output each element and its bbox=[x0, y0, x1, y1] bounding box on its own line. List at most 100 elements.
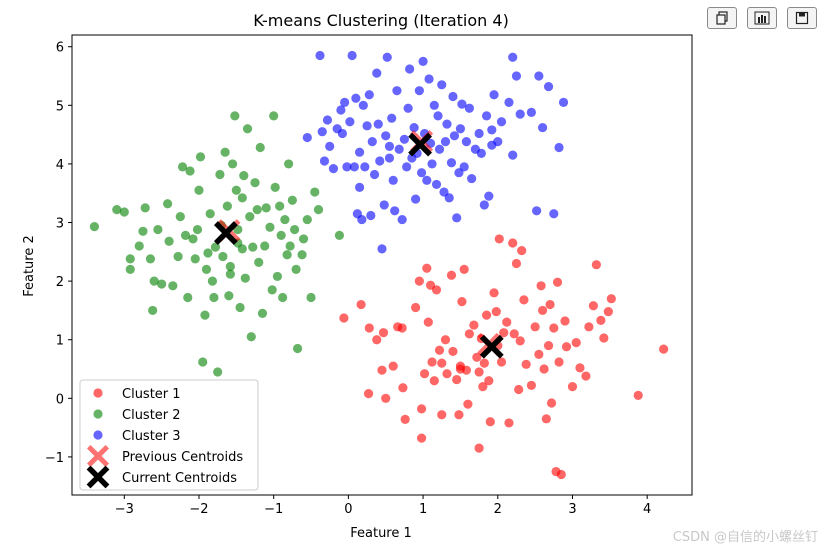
legend-label: Cluster 3 bbox=[122, 429, 181, 444]
cluster-3-point bbox=[360, 162, 370, 172]
cluster-2-point bbox=[163, 199, 173, 209]
cluster-3-point bbox=[373, 119, 383, 129]
cluster-3-point bbox=[390, 206, 400, 216]
cluster-3-point bbox=[479, 200, 489, 210]
cluster-3-point bbox=[459, 162, 469, 172]
cluster-3-point bbox=[366, 210, 376, 221]
cluster-2-point bbox=[180, 230, 191, 241]
cluster-3-point bbox=[414, 86, 424, 96]
cluster-1-point bbox=[567, 381, 578, 392]
cluster-3-point bbox=[342, 162, 352, 172]
cluster-3-point bbox=[476, 148, 486, 158]
cluster-3-point bbox=[336, 105, 346, 115]
cluster-1-point bbox=[469, 320, 479, 330]
cluster-1-point bbox=[474, 443, 484, 453]
cluster-2-point bbox=[334, 230, 345, 241]
y-tick-label: 3 bbox=[56, 217, 64, 232]
cluster-2-point bbox=[255, 142, 265, 153]
cluster-2-point bbox=[194, 185, 204, 195]
cluster-3-point bbox=[379, 200, 389, 210]
cluster-3-point bbox=[439, 187, 449, 197]
cluster-1-point bbox=[452, 374, 462, 385]
cluster-3-point bbox=[446, 158, 457, 168]
y-tick-label: 5 bbox=[56, 99, 64, 114]
cluster-1-point bbox=[561, 342, 572, 352]
cluster-1-point bbox=[356, 299, 366, 310]
cluster-2-point bbox=[298, 234, 309, 244]
cluster-2-point bbox=[242, 124, 253, 134]
cluster-1-point bbox=[526, 380, 536, 391]
cluster-3-point bbox=[405, 64, 415, 74]
y-tick-label: 4 bbox=[56, 158, 64, 173]
cluster-3-point bbox=[388, 175, 398, 185]
cluster-2-point bbox=[175, 212, 185, 222]
legend-label: Cluster 2 bbox=[122, 408, 181, 423]
cluster-1-point bbox=[591, 260, 601, 270]
cluster-2-point bbox=[269, 111, 279, 121]
cluster-1-point bbox=[530, 322, 540, 332]
cluster-2-point bbox=[215, 169, 225, 180]
cluster-1-point bbox=[437, 410, 447, 420]
cluster-3-point bbox=[433, 111, 443, 121]
cluster-1-point bbox=[446, 270, 457, 280]
cluster-3-point bbox=[526, 107, 536, 117]
cluster-3-point bbox=[467, 173, 477, 184]
cluster-3-point bbox=[508, 150, 518, 160]
cluster-3-point bbox=[387, 113, 397, 123]
cluster-2-point bbox=[292, 343, 303, 354]
cluster-2-point bbox=[302, 214, 312, 225]
y-tick-label: 2 bbox=[56, 275, 64, 290]
copy-button[interactable] bbox=[707, 7, 737, 29]
cluster-3-point bbox=[508, 52, 518, 62]
cluster-2-point bbox=[313, 205, 324, 215]
cluster-3-point bbox=[364, 90, 374, 100]
x-tick-label: −1 bbox=[264, 502, 283, 517]
cluster-2-point bbox=[177, 162, 188, 172]
cluster-2-point bbox=[240, 273, 250, 283]
cluster-1-point bbox=[440, 335, 451, 345]
cluster-3-point bbox=[464, 103, 474, 113]
cluster-3-point bbox=[372, 68, 382, 78]
cluster-3-point bbox=[402, 162, 412, 172]
cluster-3-point bbox=[422, 175, 432, 185]
cluster-3-point bbox=[399, 134, 410, 144]
cluster-3-point bbox=[416, 168, 427, 178]
cluster-3-point bbox=[347, 50, 357, 61]
cluster-1-point bbox=[560, 316, 570, 326]
cluster-3-point bbox=[549, 209, 559, 219]
cluster-3-point bbox=[474, 128, 484, 139]
cluster-1-point bbox=[363, 389, 374, 399]
x-tick-label: 2 bbox=[494, 502, 502, 517]
cluster-1-point bbox=[494, 234, 504, 244]
legend-label: Current Centroids bbox=[122, 471, 237, 486]
cluster-1-point bbox=[414, 276, 424, 286]
cluster-1-point bbox=[538, 305, 548, 316]
cluster-2-point bbox=[230, 111, 240, 121]
cluster-3-point bbox=[532, 206, 542, 216]
cluster-1-point bbox=[479, 358, 489, 368]
cluster-2-point bbox=[285, 241, 295, 251]
cluster-2-point bbox=[201, 264, 212, 274]
legend-label: Previous Centroids bbox=[122, 450, 243, 465]
cluster-3-point bbox=[431, 179, 442, 190]
save-button[interactable] bbox=[787, 7, 817, 29]
cluster-2-point bbox=[140, 203, 150, 213]
cluster-1-point bbox=[429, 376, 439, 386]
data-button[interactable] bbox=[747, 7, 777, 29]
cluster-1-point bbox=[464, 329, 474, 339]
cluster-2-point bbox=[278, 292, 288, 303]
cluster-1-point bbox=[455, 364, 466, 374]
cluster-3-point bbox=[440, 137, 451, 147]
cluster-1-point bbox=[364, 323, 374, 333]
cluster-1-point bbox=[539, 364, 549, 374]
cluster-2-point bbox=[284, 159, 294, 169]
cluster-1-point bbox=[556, 469, 566, 480]
cluster-1-point bbox=[400, 414, 410, 425]
cluster-1-point bbox=[442, 369, 452, 379]
cluster-2-point bbox=[306, 292, 316, 303]
cluster-3-point bbox=[302, 132, 312, 143]
cluster-3-point bbox=[315, 50, 325, 61]
cluster-1-point bbox=[448, 346, 458, 357]
plot-frame bbox=[71, 34, 693, 496]
cluster-2-point bbox=[195, 152, 206, 162]
